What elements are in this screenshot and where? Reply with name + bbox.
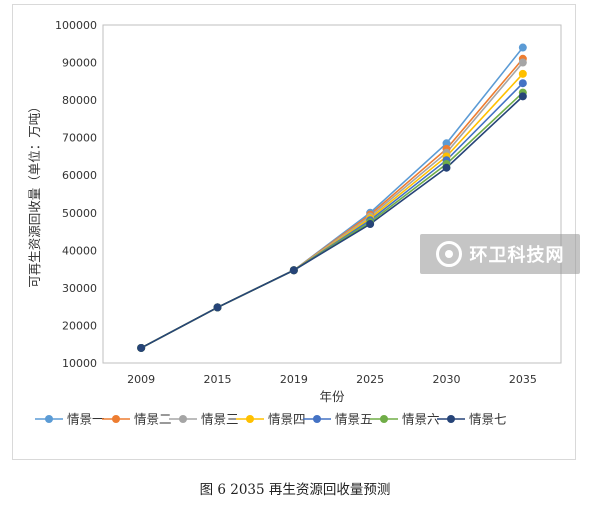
data-point bbox=[366, 220, 375, 229]
legend-label: 情景七 bbox=[469, 412, 507, 427]
y-tick-label: 70000 bbox=[62, 132, 97, 145]
data-point bbox=[518, 79, 527, 88]
y-tick-label: 20000 bbox=[62, 319, 97, 332]
data-point bbox=[518, 43, 527, 52]
y-tick-label: 10000 bbox=[62, 357, 97, 370]
legend-label: 情景六 bbox=[402, 412, 440, 427]
data-point bbox=[442, 139, 451, 148]
x-tick-label: 2019 bbox=[280, 373, 308, 386]
legend-label: 情景五 bbox=[335, 412, 373, 427]
y-tick-label: 50000 bbox=[62, 207, 97, 220]
legend-marker bbox=[447, 415, 455, 423]
legend-marker bbox=[313, 415, 321, 423]
y-tick-label: 30000 bbox=[62, 282, 97, 295]
data-point bbox=[518, 92, 527, 101]
watermark: 环卫科技网 bbox=[420, 234, 580, 274]
legend-label: 情景一 bbox=[67, 412, 105, 427]
series-line bbox=[140, 82, 524, 349]
x-tick-label: 2030 bbox=[433, 373, 461, 386]
x-tick-label: 2009 bbox=[127, 373, 155, 386]
legend-marker bbox=[246, 415, 254, 423]
legend-marker bbox=[380, 415, 388, 423]
series-line bbox=[140, 95, 524, 349]
chart-frame: 10000 20000 30000 40000 50000 60000 70000 80000… bbox=[12, 4, 576, 460]
watermark-text: 环卫科技网 bbox=[469, 245, 565, 266]
x-tick-label: 2025 bbox=[356, 373, 384, 386]
x-tick-label: 2015 bbox=[204, 373, 232, 386]
data-point bbox=[518, 69, 527, 78]
legend-marker bbox=[112, 415, 120, 423]
line-chart: 10000 20000 30000 40000 50000 60000 70000 80000… bbox=[27, 19, 562, 427]
data-point bbox=[442, 163, 451, 172]
data-point bbox=[518, 58, 527, 67]
data-point bbox=[213, 303, 222, 312]
data-point bbox=[289, 266, 298, 275]
plot-area-border bbox=[102, 24, 562, 364]
series-line bbox=[140, 47, 524, 349]
legend-marker bbox=[179, 415, 187, 423]
y-tick-label: 80000 bbox=[62, 94, 97, 107]
legend-label: 情景四 bbox=[268, 412, 306, 427]
y-tick-label: 40000 bbox=[62, 244, 97, 257]
figure-caption: 图 6 2035 再生资源回收量预测 bbox=[199, 482, 391, 498]
data-point bbox=[137, 343, 146, 352]
y-tick-label: 100000 bbox=[55, 19, 97, 32]
watermark-logo-icon bbox=[435, 241, 462, 267]
series-line bbox=[140, 62, 524, 349]
legend-label: 情景二 bbox=[134, 412, 172, 427]
x-tick-label: 2035 bbox=[509, 373, 537, 386]
legend-marker bbox=[45, 415, 53, 423]
x-axis-title: 年份 bbox=[319, 389, 345, 404]
y-tick-label: 90000 bbox=[62, 57, 97, 70]
legend-label: 情景三 bbox=[201, 412, 239, 427]
y-axis-title: 可再生资源回收量（单位：万吨） bbox=[27, 100, 42, 288]
y-tick-label: 60000 bbox=[62, 169, 97, 182]
series-line bbox=[140, 58, 524, 349]
series-line bbox=[140, 73, 524, 349]
